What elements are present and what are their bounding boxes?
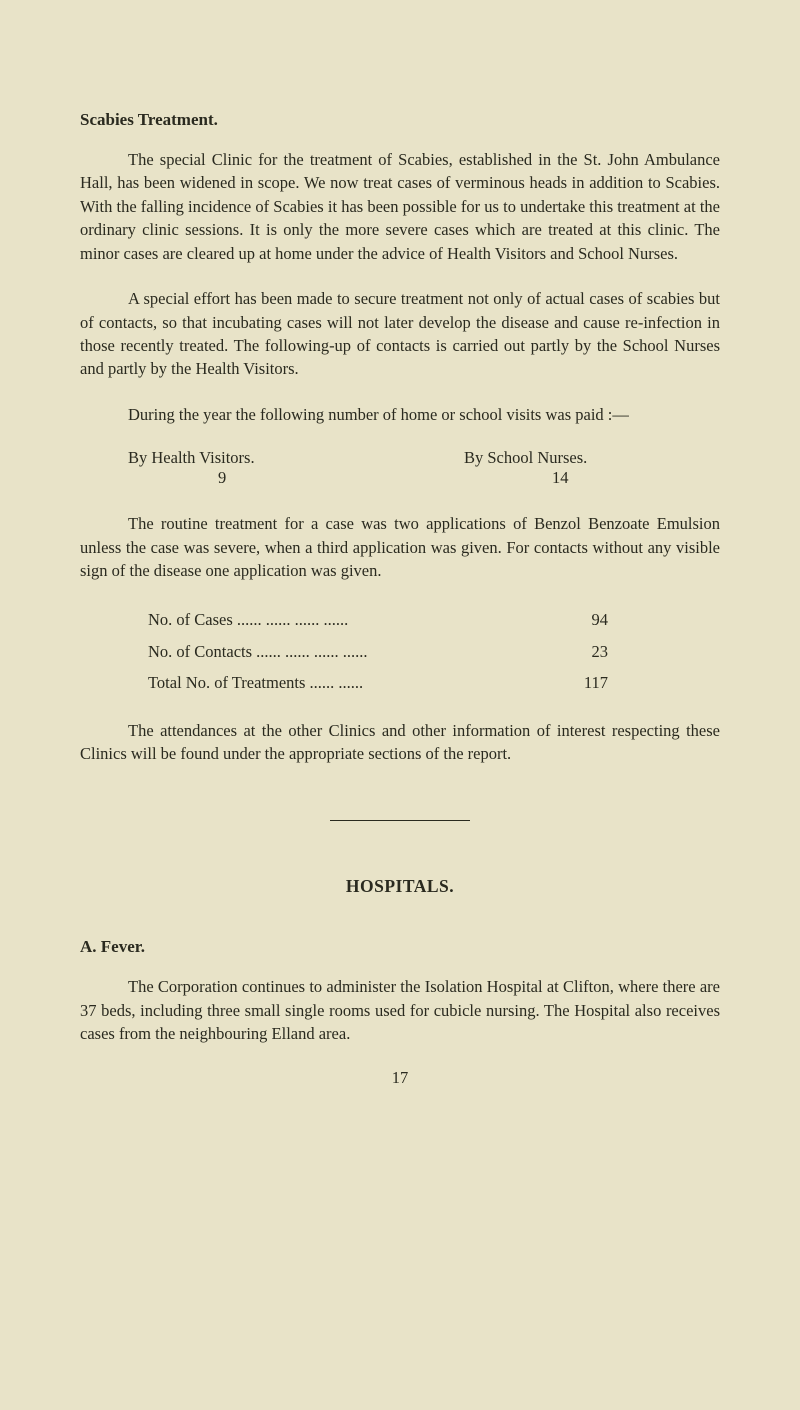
school-nurses-value: 14 [464,468,720,488]
stat-label: No. of Cases ...... ...... ...... ...... [148,604,548,635]
document-page: Scabies Treatment. The special Clinic fo… [0,0,800,1410]
school-nurses-col: By School Nurses. 14 [384,448,720,488]
school-nurses-label: By School Nurses. [464,448,720,468]
paragraph: The Corporation continues to administer … [80,975,720,1045]
paragraph: The attendances at the other Clinics and… [80,719,720,766]
visits-columns: By Health Visitors. 9 By School Nurses. … [128,448,720,488]
paragraph: During the year the following number of … [80,403,720,426]
stat-value: 94 [548,604,608,635]
stat-value: 117 [548,667,608,698]
section-title-hospitals: HOSPITALS. [80,876,720,897]
paragraph: A special effort has been made to secure… [80,287,720,381]
health-visitors-col: By Health Visitors. 9 [128,448,384,488]
paragraph: The special Clinic for the treatment of … [80,148,720,265]
stat-row: No. of Contacts ...... ...... ...... ...… [148,636,720,667]
divider-rule [330,820,470,821]
page-number: 17 [80,1068,720,1088]
stat-label: No. of Contacts ...... ...... ...... ...… [148,636,548,667]
health-visitors-label: By Health Visitors. [128,448,384,468]
stat-value: 23 [548,636,608,667]
stat-row: Total No. of Treatments ...... ...... 11… [148,667,720,698]
paragraph: The routine treatment for a case was two… [80,512,720,582]
stat-label: Total No. of Treatments ...... ...... [148,667,548,698]
stats-table: No. of Cases ...... ...... ...... ......… [148,604,720,698]
section-heading-scabies: Scabies Treatment. [80,110,720,130]
health-visitors-value: 9 [128,468,384,488]
stat-row: No. of Cases ...... ...... ...... ......… [148,604,720,635]
sub-heading-fever: A. Fever. [80,937,720,957]
